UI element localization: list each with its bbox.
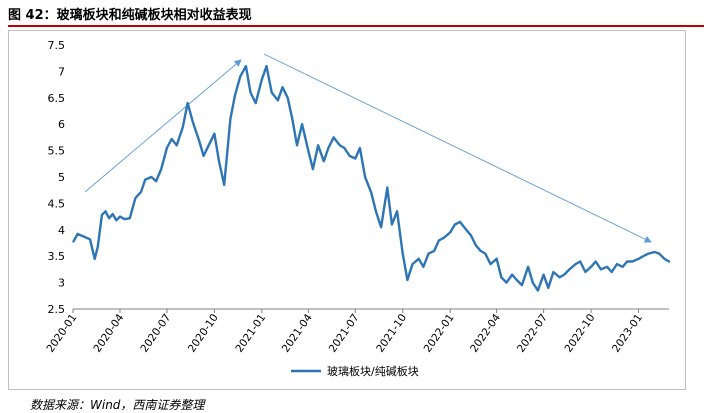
y-tick-label: 7.5	[48, 39, 66, 52]
x-tick-label: 2022-10	[563, 312, 598, 355]
x-axis: 2020-01 2020-04 2020-07 2020-10 2021-01 2021-…	[44, 308, 669, 355]
x-tick-label: 2020-04	[91, 312, 126, 355]
y-tick-label: 6	[58, 118, 65, 131]
source-note: 数据来源：Wind，西南证券整理	[30, 398, 205, 412]
y-tick-label: 4.5	[48, 197, 66, 210]
y-tick-label: 6.5	[48, 92, 66, 105]
legend-label: 玻璃板块/纯碱板块	[327, 364, 419, 378]
x-tick-label: 2020-07	[138, 312, 173, 355]
y-axis: 2.5 3 3.5 4 4.5 5 5.5 6 6.5 7 7.5	[48, 39, 66, 316]
downtrend-arrow	[263, 53, 652, 243]
y-tick-label: 5	[58, 171, 65, 184]
series-line	[72, 64, 671, 292]
x-tick-label: 2020-10	[186, 312, 221, 355]
x-tick-label: 2020-01	[44, 312, 79, 355]
x-tick-label: 2022-07	[515, 312, 550, 355]
y-tick-label: 3.5	[48, 250, 66, 263]
trend-arrows	[84, 53, 652, 243]
y-tick-label: 7	[58, 65, 65, 78]
x-tick-label: 2022-01	[422, 312, 457, 355]
x-tick-label: 2022-04	[468, 312, 503, 355]
series-layer	[72, 64, 671, 292]
line-chart: 2.533.544.555.566.577.5 2020-01 2020-04 20…	[44, 39, 671, 378]
title-rule	[8, 25, 704, 27]
y-tick-label: 3	[58, 277, 65, 290]
x-tick-label: 2021-01	[233, 312, 268, 355]
figure-title: 图 42：玻璃板块和纯碱板块相对收益表现	[8, 8, 252, 23]
x-tick-label: 2023-01	[610, 312, 645, 355]
x-tick-label: 2021-07	[327, 312, 362, 355]
y-tick-label: 5.5	[48, 145, 66, 158]
y-tick-label: 4	[58, 224, 65, 237]
uptrend-arrow	[84, 59, 242, 193]
legend: 玻璃板块/纯碱板块	[291, 364, 419, 378]
x-tick-label: 2021-10	[374, 312, 409, 355]
y-tick-label: 2.5	[48, 303, 66, 316]
x-tick-label: 2021-04	[280, 312, 315, 355]
chart-frame: 2.5 3 3.5 4 4.5 5 5.5 6 6.5 7 7.5 2020-01 2020-04 20…	[8, 30, 686, 390]
